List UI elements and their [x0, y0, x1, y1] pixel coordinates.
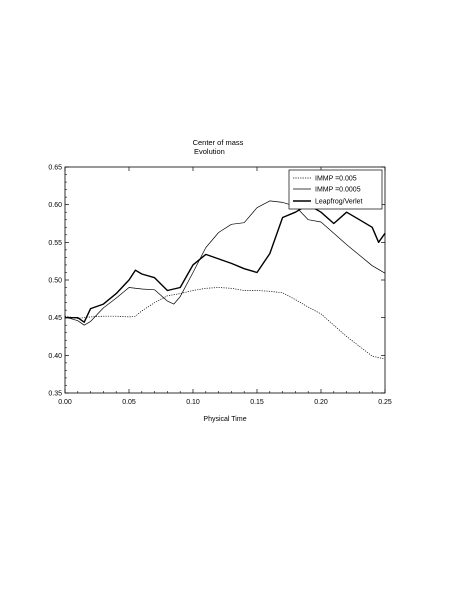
x-tick-label: 0.05 — [122, 399, 136, 406]
legend-label-immp-00005: IMMP =0.0005 — [315, 187, 361, 194]
chart-title: Center of mass — [193, 138, 244, 147]
y-tick-label: 0.55 — [48, 240, 62, 247]
series-layer — [64, 200, 386, 360]
y-tick-label: 0.65 — [48, 165, 62, 172]
series-line-2 — [65, 203, 386, 323]
x-tick-label: 0.15 — [250, 399, 264, 406]
y-tick-label: 0.45 — [48, 315, 62, 322]
y-tick-label: 0.60 — [48, 202, 62, 209]
x-tick-label: 0.00 — [58, 399, 72, 406]
legend-label-immp-0005: IMMP =0.005 — [315, 176, 357, 183]
x-tick-label: 0.20 — [314, 399, 328, 406]
legend-label-leapfrog: Leapfrog/Verlet — [315, 199, 363, 206]
series-line-0 — [64, 287, 386, 360]
y-tick-label: 0.50 — [48, 278, 62, 285]
x-tick-label: 0.10 — [186, 399, 200, 406]
y-tick-label: 0.35 — [48, 391, 62, 398]
series-line-1 — [64, 200, 386, 326]
legend-box — [288, 169, 383, 210]
y-tick-label: 0.40 — [48, 353, 62, 360]
chart-subtitle: Evolution — [194, 147, 225, 156]
legend: IMMP =0.005 IMMP =0.0005 Leapfrog/Verlet — [288, 169, 383, 210]
x-axis-label: Physical Time — [203, 416, 246, 423]
x-tick-label: 0.25 — [378, 399, 392, 406]
